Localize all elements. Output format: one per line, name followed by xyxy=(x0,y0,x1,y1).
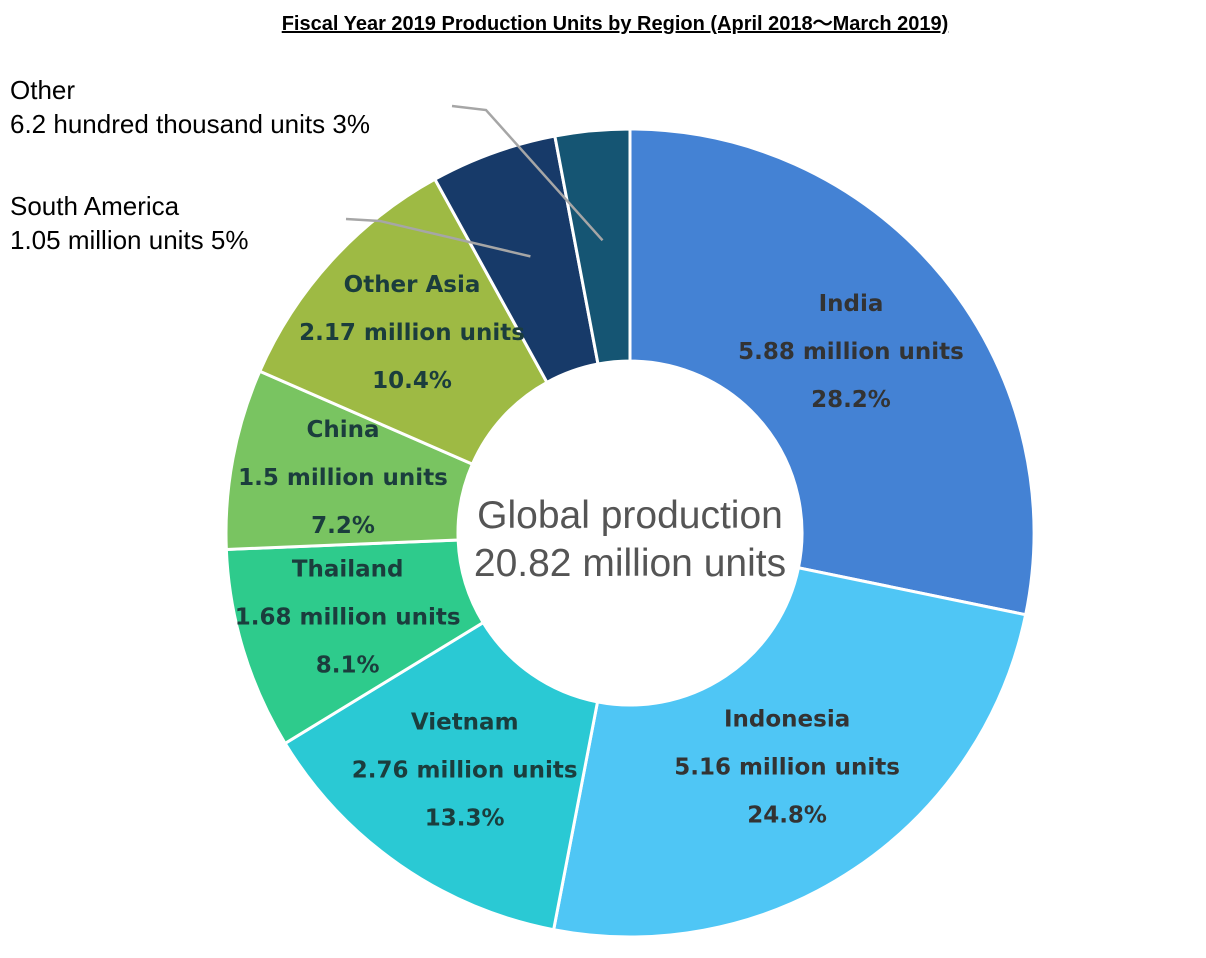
center-label: Global production 20.82 million units xyxy=(474,494,786,585)
outer-label-south-america-value: 1.05 million units 5% xyxy=(10,225,249,255)
slice-label-other-asia: Other Asia 2.17 million units 10.4% xyxy=(299,272,525,394)
leader-line-other xyxy=(451,104,604,242)
outer-label-other-name: Other xyxy=(10,75,76,105)
outer-label-south-america-name: South America xyxy=(10,191,180,221)
outer-label-other-value: 6.2 hundred thousand units 3% xyxy=(10,109,370,139)
outer-label-south-america: South America 1.05 million units 5% xyxy=(10,189,248,257)
outer-label-other: Other 6.2 hundred thousand units 3% xyxy=(10,73,370,141)
slice-label-china: China 1.5 million units 7.2% xyxy=(238,417,448,539)
slice-other-asia xyxy=(257,177,549,467)
chart-title: Fiscal Year 2019 Production Units by Reg… xyxy=(281,13,949,35)
slice-thailand xyxy=(224,538,486,746)
slice-label-vietnam: Vietnam 2.76 million units 13.3% xyxy=(352,709,578,831)
slice-label-thailand: Thailand 1.68 million units 8.1% xyxy=(235,557,461,679)
center-label-group: Global production 20.82 million units xyxy=(474,494,786,585)
slice-india xyxy=(628,127,1036,617)
leader-lines-group xyxy=(345,104,604,258)
slices-group xyxy=(224,127,1036,939)
slice-label-indonesia: Indonesia 5.16 million units 24.8% xyxy=(674,706,900,828)
slice-label-india: India 5.88 million units 28.2% xyxy=(738,291,964,413)
slice-labels-group: India 5.88 million units 28.2% Indonesia 5.1… xyxy=(235,272,964,831)
slice-vietnam xyxy=(283,620,600,932)
slice-indonesia xyxy=(551,566,1028,939)
leader-line-south-america xyxy=(345,217,531,258)
slice-other xyxy=(553,127,632,366)
